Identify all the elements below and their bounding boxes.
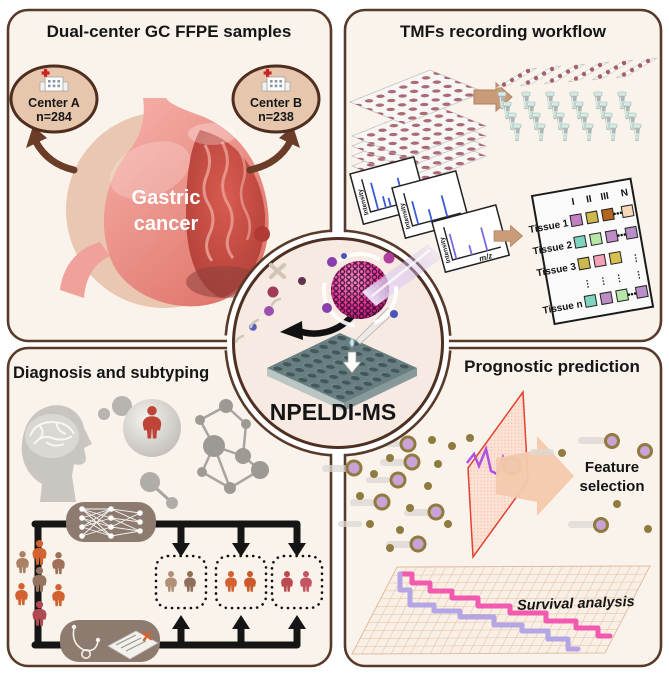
fundus-highlight	[188, 123, 236, 145]
spectrum-peaks	[370, 177, 406, 211]
center-b-badge: Center B n=238	[231, 64, 321, 134]
prognosis-illustration: Prognostic prediction Feature	[322, 357, 653, 655]
matrix-vdots: ⋮	[631, 252, 642, 263]
laser-core	[371, 248, 431, 298]
spectrum-panel-3: Intensity m/z	[431, 203, 511, 274]
center-b-count: n=238	[258, 110, 294, 124]
spectrum-peaks	[411, 195, 449, 225]
subtype-box-3	[270, 554, 324, 610]
neural-network-box	[66, 502, 156, 542]
center-a-count: n=284	[36, 110, 72, 124]
thought-dot-small	[98, 408, 110, 420]
thought-dot-large	[112, 396, 132, 416]
matrix-col-III: III	[600, 191, 610, 203]
feature-particles-right	[530, 433, 653, 533]
rugae-fold	[220, 141, 235, 259]
maldi-plate	[267, 333, 417, 411]
nanoparticle-orbit-ring	[322, 252, 398, 328]
duodenum	[60, 242, 110, 298]
matrix-ellipsis: •••	[616, 229, 627, 240]
arrow-to-center-b	[246, 138, 294, 174]
report-icon	[107, 630, 159, 660]
spectrum-xlabel: m/z	[478, 251, 493, 263]
subtype-box-1	[154, 554, 208, 610]
classification-flowchart	[15, 502, 324, 662]
matrix-col-N: N	[620, 187, 629, 199]
chain-node	[140, 472, 160, 492]
feature-label-line2: selection	[579, 478, 644, 495]
hospital-icon	[261, 69, 291, 92]
matrix-ellipsis: •••	[612, 208, 623, 219]
matrix-col-I: I	[571, 197, 576, 208]
workflow-title: TMFs recording workflow	[400, 22, 607, 41]
feature-particles-left	[322, 434, 506, 553]
matrix-vdots: ⋮	[582, 278, 593, 289]
center-b-label: Center B	[250, 96, 302, 110]
spectrum-peaks	[448, 227, 489, 260]
center-label: NPELDI-MS	[270, 399, 397, 425]
rugae-fold	[202, 144, 215, 262]
chain-link	[155, 487, 170, 501]
nanoparticle	[322, 244, 442, 328]
brain-head-icon	[21, 405, 92, 502]
diagnosis-illustration: Diagnosis and subtyping	[13, 364, 324, 662]
clinical-box	[60, 620, 160, 662]
network-graph	[195, 399, 269, 494]
matrix-vdots: ⋮	[598, 275, 609, 286]
desorption-arrowhead	[280, 321, 303, 340]
tumor-bump	[254, 226, 270, 242]
matrix-vdots: ⋮	[633, 269, 644, 280]
prognosis-title: Prognostic prediction	[464, 357, 640, 376]
center-a-badge: Center A n=284	[9, 64, 99, 134]
center-a-label: Center A	[28, 96, 80, 110]
matrix-vdots: ⋮	[614, 272, 625, 283]
samples-title: Dual-center GC FFPE samples	[47, 22, 292, 41]
feature-label-line1: Feature	[585, 459, 639, 476]
stethoscope-icon	[71, 624, 101, 659]
subtype-box-2	[214, 554, 268, 610]
center-hub: NPELDI-MS	[224, 229, 452, 457]
matrix-ellipsis: •••	[627, 288, 638, 299]
rugae-fold	[238, 151, 252, 241]
survival-curve-low	[397, 571, 581, 652]
survival-curve-high	[397, 571, 613, 639]
survival-label: Survival analysis	[517, 594, 635, 614]
down-arrow-icon	[342, 351, 362, 374]
feature-selection-arrow	[496, 436, 574, 516]
hospital-icon	[39, 69, 69, 92]
arrowhead-center-a	[26, 126, 47, 148]
stomach-highlight	[109, 141, 191, 199]
desorbed-molecules	[234, 263, 306, 344]
matrix-col-II: II	[585, 194, 593, 206]
organ-label-line1: Gastric	[132, 187, 201, 209]
arrow-to-center-a	[32, 138, 78, 174]
samples-illustration: Dual-center GC FFPE samples Gastric canc…	[9, 22, 321, 308]
workflow-illustration: TMFs recording workflow Intensity m/z In…	[349, 22, 658, 326]
arrowhead-center-b	[279, 126, 300, 148]
diagnosis-title: Diagnosis and subtyping	[13, 364, 209, 382]
survival-plot: Survival analysis	[351, 565, 651, 655]
organ-label-line2: cancer	[134, 213, 199, 235]
droplet-icon	[349, 337, 355, 348]
tissue-feature-matrix: I II III N Tissue 1 ••• Tissue 2 ••• Tis…	[528, 177, 655, 326]
chain-node	[166, 497, 178, 509]
laser-beam	[362, 244, 442, 306]
